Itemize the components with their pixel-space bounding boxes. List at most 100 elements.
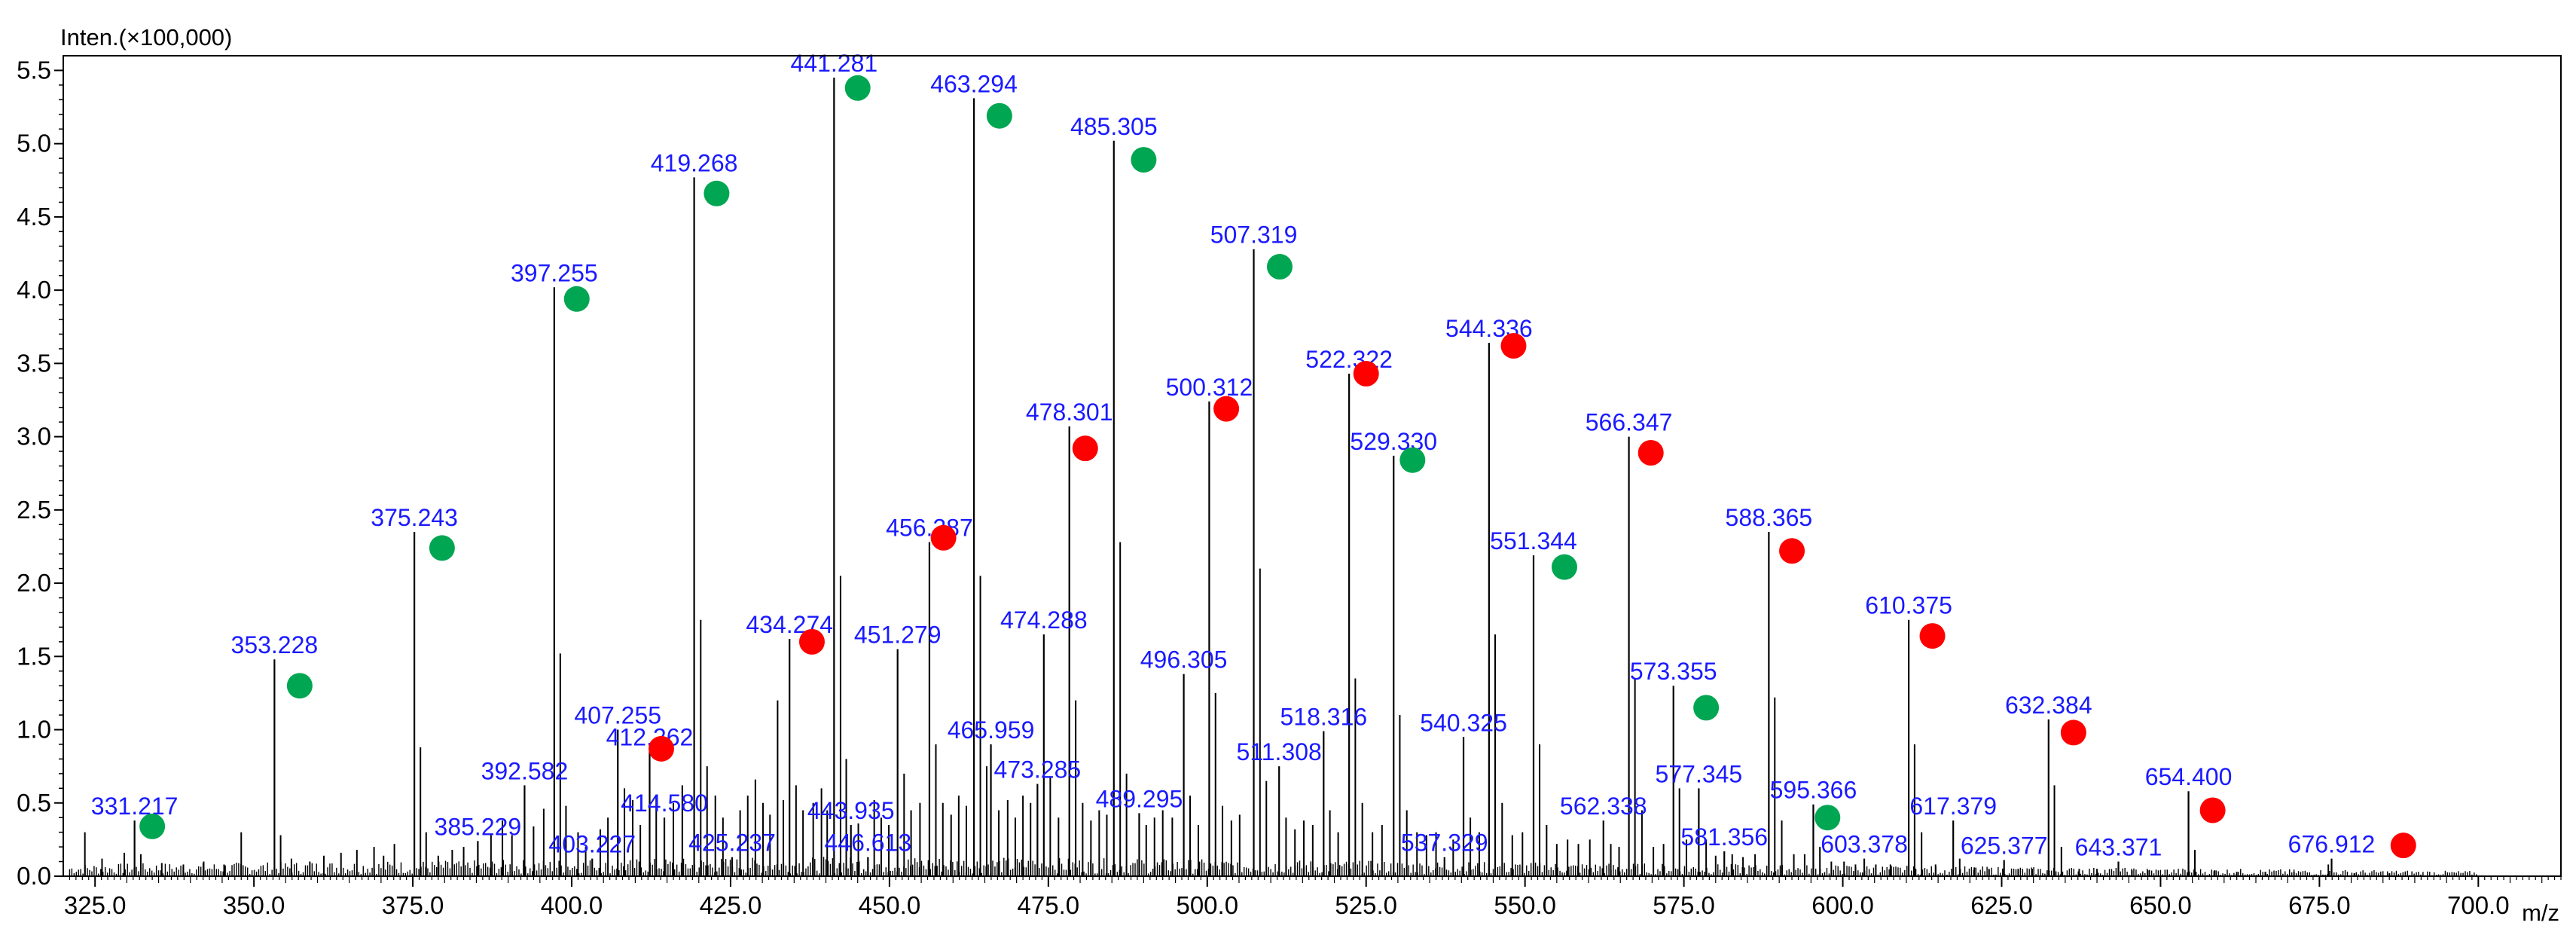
- x-tick-label: 350.0: [223, 891, 285, 919]
- peak-label-425.237: 425.237: [688, 829, 776, 857]
- peak-label-603.378: 603.378: [1821, 831, 1908, 858]
- x-tick-label: 525.0: [1335, 891, 1397, 919]
- red-marker: [1213, 396, 1240, 422]
- y-axis-title: Inten.(×100,000): [60, 24, 232, 50]
- x-axis-title: m/z: [2522, 900, 2559, 926]
- x-tick-label: 475.0: [1018, 891, 1080, 919]
- peak-label-441.281: 441.281: [790, 50, 877, 77]
- red-marker: [1637, 439, 1664, 466]
- x-tick-label: 400.0: [541, 891, 603, 919]
- peak-label-385.229: 385.229: [435, 813, 522, 840]
- axis-ticks: 0.0 0.5 1.0 1.5 2.0 2.5 3.0 3.5 4.0 4.5 5.0 5.5 325.…: [17, 56, 2562, 919]
- y-tick-label: 0.0: [17, 862, 51, 890]
- peak-label-392.582: 392.582: [481, 757, 569, 784]
- red-marker: [2060, 719, 2086, 746]
- y-tick-label: 1.0: [17, 716, 51, 744]
- peak-label-581.356: 581.356: [1680, 823, 1768, 851]
- spectrum-lines: [69, 78, 2477, 876]
- y-tick-label: 4.0: [17, 276, 51, 304]
- red-marker: [2199, 797, 2226, 823]
- peak-label-625.377: 625.377: [1961, 832, 2048, 860]
- peak-label-573.355: 573.355: [1630, 658, 1717, 685]
- peak-label-473.285: 473.285: [994, 756, 1082, 783]
- peak-label-617.379: 617.379: [1909, 793, 1997, 820]
- peak-label-456.287: 456.287: [886, 515, 973, 542]
- green-marker: [1266, 254, 1293, 280]
- x-tick-label: 575.0: [1653, 891, 1715, 919]
- y-tick-label: 1.5: [17, 642, 51, 670]
- peak-label-676.912: 676.912: [2288, 831, 2376, 858]
- peak-label-643.371: 643.371: [2075, 834, 2162, 861]
- peak-label-407.255: 407.255: [574, 702, 661, 729]
- peak-label-595.366: 595.366: [1770, 777, 1857, 804]
- red-marker: [648, 735, 674, 762]
- peak-label-443.935: 443.935: [807, 797, 895, 824]
- peak-label-375.243: 375.243: [371, 504, 458, 531]
- peak-label-511.308: 511.308: [1237, 738, 1322, 765]
- peak-label-463.294: 463.294: [930, 70, 1018, 97]
- green-marker: [139, 813, 166, 839]
- x-tick-label: 700.0: [2447, 891, 2510, 919]
- peak-label-485.305: 485.305: [1070, 113, 1158, 140]
- peak-label-537.329: 537.329: [1401, 829, 1488, 857]
- peak-label-507.319: 507.319: [1210, 221, 1298, 249]
- y-tick-label: 3.5: [17, 349, 51, 377]
- peak-label-562.338: 562.338: [1560, 793, 1647, 820]
- peak-label-566.347: 566.347: [1586, 409, 1673, 436]
- peak-label-353.228: 353.228: [231, 631, 319, 658]
- y-tick-label: 2.0: [17, 569, 51, 597]
- green-marker: [1814, 805, 1841, 831]
- peak-label-474.288: 474.288: [1000, 606, 1088, 634]
- y-tick-label: 4.5: [17, 203, 51, 231]
- peak-label-632.384: 632.384: [2005, 692, 2092, 719]
- peak-label-522.322: 522.322: [1305, 346, 1393, 373]
- red-marker: [798, 628, 825, 655]
- x-tick-label: 625.0: [1970, 891, 2033, 919]
- green-marker: [1551, 554, 1577, 580]
- red-marker: [1500, 333, 1527, 359]
- y-tick-label: 3.0: [17, 423, 51, 451]
- x-tick-label: 600.0: [1811, 891, 1874, 919]
- green-marker: [563, 286, 590, 312]
- peak-label-588.365: 588.365: [1726, 504, 1813, 531]
- peak-label-518.316: 518.316: [1280, 703, 1367, 730]
- y-tick-label: 2.5: [17, 496, 51, 524]
- peak-labels: 331.217 353.228 375.243 385.229 392.582 397.2…: [91, 50, 2376, 860]
- red-marker: [930, 524, 957, 551]
- x-tick-label: 650.0: [2129, 891, 2192, 919]
- x-tick-label: 500.0: [1176, 891, 1238, 919]
- peak-label-397.255: 397.255: [511, 259, 598, 286]
- x-tick-label: 550.0: [1494, 891, 1556, 919]
- peak-label-403.227: 403.227: [548, 831, 636, 858]
- red-marker: [1919, 623, 1946, 649]
- plot-frame: [63, 55, 2562, 877]
- peak-label-529.330: 529.330: [1350, 428, 1437, 455]
- peak-label-489.295: 489.295: [1096, 785, 1183, 812]
- green-marker: [286, 673, 313, 699]
- peak-label-654.400: 654.400: [2145, 763, 2233, 790]
- green-marker: [1399, 447, 1426, 473]
- green-marker: [844, 75, 871, 101]
- green-marker: [986, 102, 1012, 129]
- y-tick-label: 0.5: [17, 789, 51, 817]
- peak-label-478.301: 478.301: [1026, 399, 1113, 426]
- red-marker: [1779, 538, 1805, 564]
- x-tick-label: 425.0: [700, 891, 762, 919]
- peak-label-540.325: 540.325: [1420, 709, 1507, 736]
- peak-label-610.375: 610.375: [1865, 592, 1952, 619]
- red-marker: [2390, 832, 2416, 859]
- green-marker: [704, 180, 730, 206]
- green-marker: [429, 535, 455, 561]
- x-tick-label: 450.0: [859, 891, 921, 919]
- x-tick-label: 375.0: [382, 891, 444, 919]
- peak-label-465.959: 465.959: [948, 716, 1035, 744]
- x-tick-label: 675.0: [2288, 891, 2351, 919]
- red-marker: [1072, 435, 1098, 462]
- y-tick-label: 5.0: [17, 130, 51, 157]
- peak-label-551.344: 551.344: [1490, 527, 1577, 554]
- peak-label-496.305: 496.305: [1140, 646, 1228, 674]
- peak-label-446.613: 446.613: [824, 829, 911, 857]
- peak-label-331.217: 331.217: [91, 793, 179, 820]
- peak-label-500.312: 500.312: [1166, 374, 1253, 401]
